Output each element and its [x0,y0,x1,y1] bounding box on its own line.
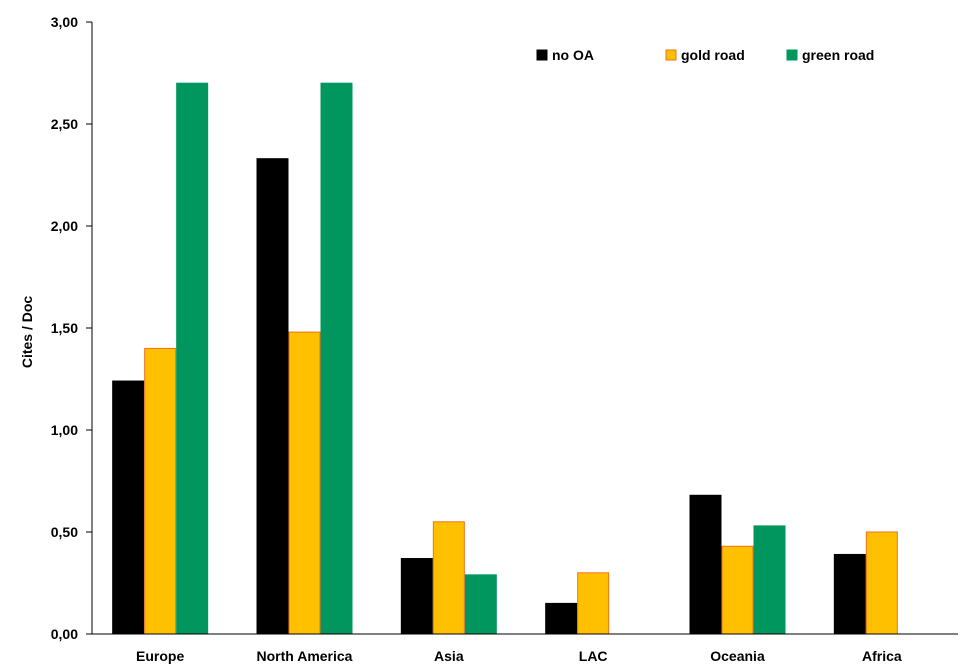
bar-gold-road [577,572,610,635]
y-tick-label: 2,00 [51,218,78,234]
bar-green-road [464,574,497,635]
legend-swatch-green-road [786,49,798,61]
bar-no-oa [833,553,866,635]
y-axis-ticks: 0,00 0,50 1,00 1,50 2,00 2,50 3,00 [51,14,92,642]
bar-green-road [753,525,786,635]
bar-gold-road [865,531,898,635]
y-tick-label: 2,50 [51,116,78,132]
bar-green-road [320,82,353,635]
x-tick-label: Asia [434,648,464,664]
x-tick-label: Africa [862,648,902,664]
x-tick-label: Oceania [710,648,765,664]
bar-no-oa [112,380,145,635]
bar-no-oa [256,158,289,635]
legend-swatch-gold-road [665,49,677,61]
bar-gold-road [432,521,465,635]
legend-label: no OA [552,47,594,63]
legend: no OA gold road green road [536,47,874,63]
y-axis-title: Cites / Doc [19,296,35,369]
bar-gold-road [144,347,177,635]
bar-gold-road [288,331,321,635]
legend-label: green road [802,47,874,63]
bar-group [112,82,898,635]
bar-green-road [176,82,209,635]
bar-no-oa [689,494,722,635]
x-axis-labels: Europe North America Asia LAC Oceania Africa [136,648,902,664]
legend-label: gold road [681,47,745,63]
y-tick-label: 1,50 [51,320,78,336]
y-tick-label: 1,00 [51,422,78,438]
legend-swatch-no-oa [536,49,548,61]
x-tick-label: LAC [579,648,608,664]
bar-gold-road [721,545,754,635]
x-tick-label: North America [257,648,353,664]
bar-no-oa [545,602,578,635]
y-tick-label: 0,50 [51,524,78,540]
y-tick-label: 0,00 [51,626,78,642]
bar-no-oa [400,558,433,635]
x-tick-label: Europe [136,648,184,664]
y-tick-label: 3,00 [51,14,78,30]
